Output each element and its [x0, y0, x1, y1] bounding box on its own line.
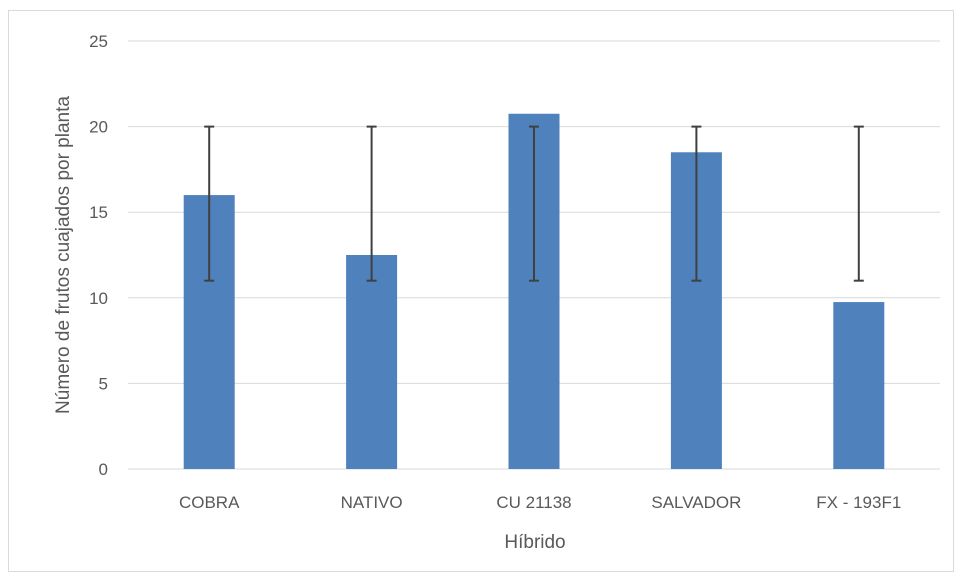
- y-axis-title: Número de frutos cuajados por planta: [53, 96, 74, 414]
- error-bar: [691, 125, 702, 282]
- error-bar: [204, 125, 215, 282]
- y-tick-label: 5: [99, 374, 108, 393]
- x-tick-label: SALVADOR: [651, 493, 741, 512]
- bar-fx-193f1: [833, 302, 885, 469]
- y-tick-labels: 0 5 10 15 20 25: [89, 32, 108, 479]
- x-axis-title: Híbrido: [504, 532, 565, 553]
- error-bars: [204, 125, 864, 282]
- error-bar: [366, 125, 377, 282]
- x-tick-label: CU 21138: [496, 493, 571, 512]
- chart-frame: [8, 10, 954, 572]
- y-tick-label: 20: [89, 118, 108, 137]
- x-tick-labels: COBRA NATIVO CU 21138 SALVADOR FX - 193F1: [179, 493, 901, 512]
- y-tick-label: 0: [99, 460, 108, 479]
- error-bar: [529, 125, 539, 282]
- x-tick-label: COBRA: [179, 493, 240, 512]
- y-tick-label: 25: [89, 32, 108, 51]
- bar-nativo: [346, 255, 398, 469]
- error-bar: [853, 125, 864, 282]
- x-tick-label: NATIVO: [341, 493, 403, 512]
- y-tick-label: 10: [89, 289, 108, 308]
- x-tick-label: FX - 193F1: [816, 493, 901, 512]
- y-tick-label: 15: [89, 203, 108, 222]
